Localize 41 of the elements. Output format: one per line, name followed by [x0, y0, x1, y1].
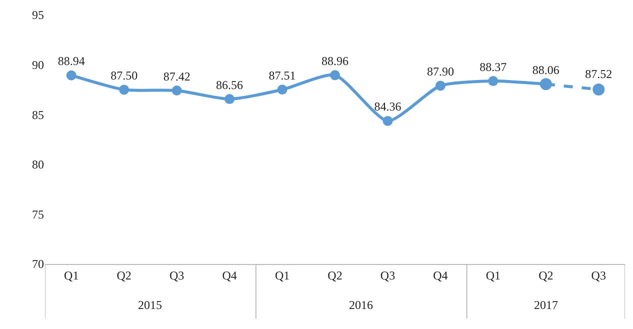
data-label: 87.42 [163, 69, 190, 84]
point [119, 84, 130, 95]
data-label: 87.52 [585, 67, 612, 81]
text: 2017 [534, 298, 558, 312]
y-tick-label: 80 [32, 158, 44, 172]
point [435, 80, 446, 91]
x-tick-label: Q2 [538, 268, 554, 282]
point [488, 76, 498, 86]
y-tick-label: 85 [32, 108, 44, 122]
text: 2015 [138, 298, 162, 312]
y-tick-label: 70 [32, 257, 44, 272]
data-label: 87.51 [268, 68, 296, 82]
point [382, 116, 393, 126]
x-tick-label: Q3 [380, 268, 396, 282]
point [66, 70, 76, 80]
data-label: 84.36 [374, 100, 402, 114]
data-label: 88.96 [322, 54, 348, 68]
y-tick-label: 90 [32, 58, 44, 72]
point [172, 86, 182, 96]
point [592, 84, 605, 96]
y-tick-label: 75 [32, 207, 44, 222]
x-tick-label: Q3 [591, 268, 606, 282]
text: 2016 [349, 298, 373, 312]
point [224, 94, 235, 104]
data-label: 88.06 [532, 62, 560, 77]
point [277, 84, 288, 95]
x-tick-label: Q3 [169, 268, 184, 282]
data-label: 87.90 [426, 64, 454, 78]
y-tick-label: 95 [32, 8, 44, 22]
x-tick-label: Q4 [433, 268, 448, 282]
x-tick-label: Q2 [116, 268, 132, 282]
data-label: 88.94 [58, 54, 85, 68]
x-tick-label: Q4 [222, 268, 237, 282]
data-label: 88.37 [480, 60, 507, 74]
x-tick-label: Q1 [486, 268, 501, 282]
x-tick-label: Q1 [274, 268, 290, 282]
data-label: 86.56 [216, 78, 244, 92]
data-label: 87.50 [110, 68, 138, 82]
point [330, 70, 340, 80]
x-tick-label: Q2 [328, 268, 342, 282]
x-tick-label: Q1 [64, 268, 79, 282]
